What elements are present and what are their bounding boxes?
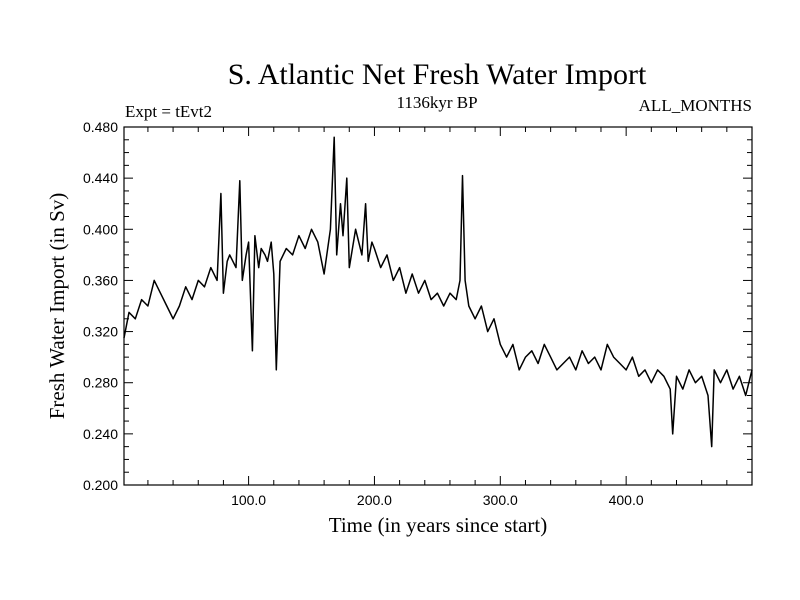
y-axis-label: Fresh Water Import (in Sv) — [45, 193, 69, 420]
y-tick-label: 0.360 — [83, 272, 118, 288]
y-tick-label: 0.280 — [83, 375, 118, 391]
x-tick-label: 300.0 — [483, 492, 518, 508]
y-tick-label: 0.240 — [83, 426, 118, 442]
x-tick-label: 400.0 — [609, 492, 644, 508]
x-axis-label: Time (in years since start) — [329, 513, 548, 537]
y-tick-label: 0.480 — [83, 119, 118, 135]
x-tick-label: 100.0 — [231, 492, 266, 508]
chart-title: S. Atlantic Net Fresh Water Import — [228, 58, 647, 91]
y-tick-label: 0.440 — [83, 170, 118, 186]
y-tick-label: 0.200 — [83, 477, 118, 493]
series-line — [123, 136, 753, 448]
y-axis: 0.200 0.240 0.280 0.320 0.360 0.400 0.440 0.480 — [83, 119, 752, 493]
x-tick-label: 200.0 — [357, 492, 392, 508]
experiment-label: Expt = tEvt2 — [125, 102, 212, 121]
y-tick-label: 0.400 — [83, 221, 118, 237]
months-label: ALL_MONTHS — [639, 96, 752, 115]
series-layer — [123, 136, 753, 448]
x-axis: 100.0 200.0 300.0 400.0 — [147, 127, 728, 508]
epoch-label: 1136kyr BP — [396, 93, 477, 112]
y-tick-label: 0.320 — [83, 324, 118, 340]
